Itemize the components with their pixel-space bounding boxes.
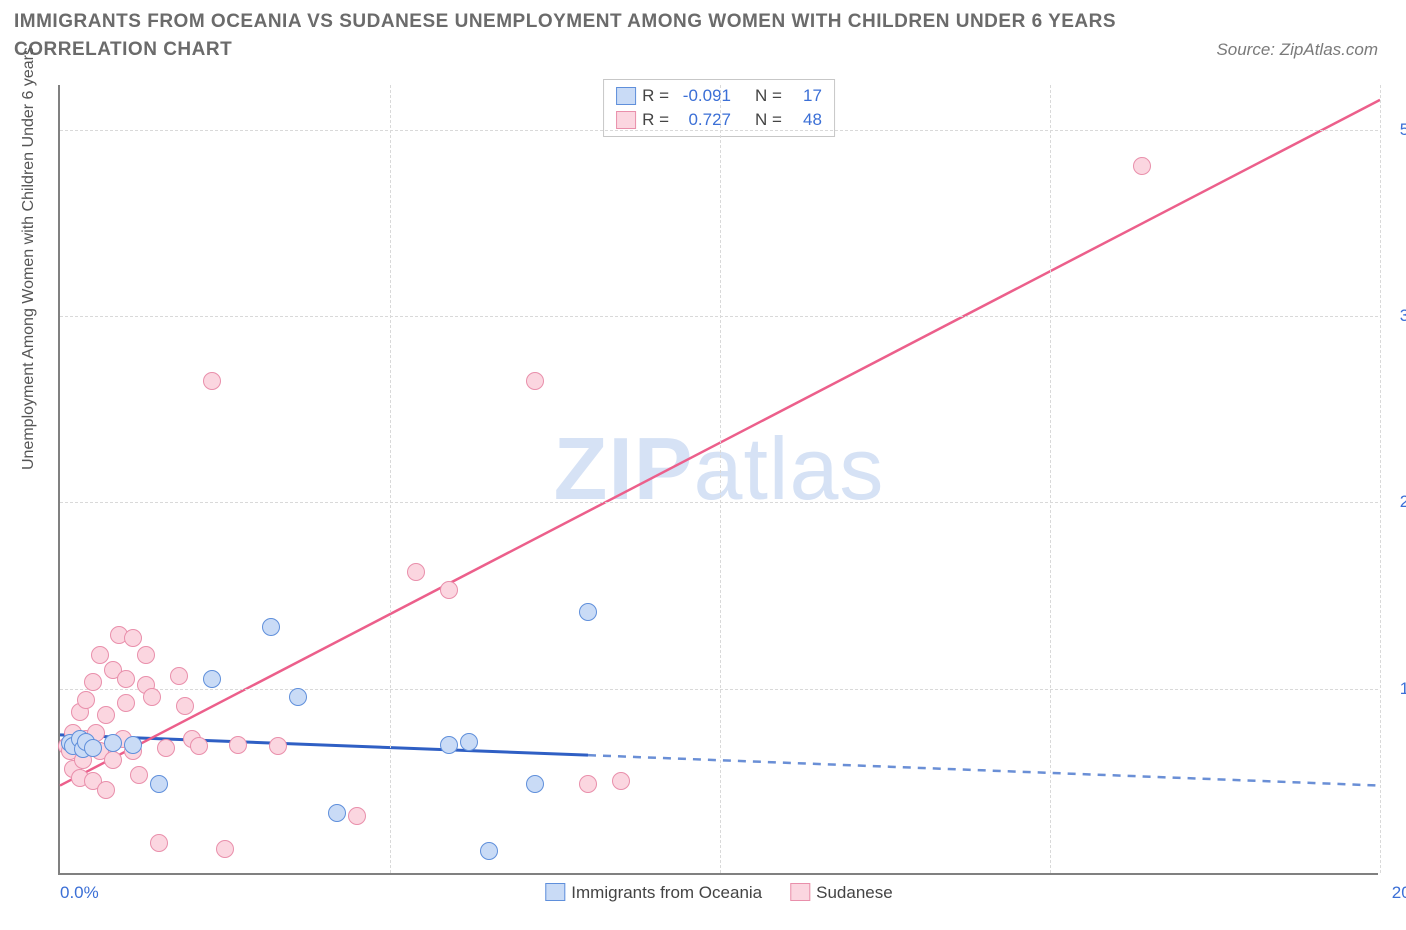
legend-row-oceania: R = -0.091 N = 17 [616,84,822,108]
series-label: Immigrants from Oceania [571,883,762,902]
data-point-oceania [262,618,280,636]
y-axis-tick: 50.0% [1388,120,1406,140]
legend-n-value: 48 [788,110,822,130]
legend-r-label: R = [642,110,669,130]
data-point-oceania [526,775,544,793]
legend-swatch [616,111,636,129]
data-point-sudanese [104,751,122,769]
gridline-vertical [1050,85,1051,873]
gridline-vertical [390,85,391,873]
gridline-vertical [720,85,721,873]
data-point-sudanese [97,706,115,724]
gridline-vertical [1380,85,1381,873]
gridline-horizontal [60,502,1378,503]
y-axis-label: Unemployment Among Women with Children U… [20,47,38,470]
data-point-sudanese [150,834,168,852]
data-point-oceania [289,688,307,706]
legend-n-label: N = [755,110,782,130]
series-label: Sudanese [816,883,893,902]
data-point-sudanese [117,670,135,688]
data-point-sudanese [170,667,188,685]
data-point-sudanese [176,697,194,715]
data-point-sudanese [77,691,95,709]
source-attribution: Source: ZipAtlas.com [1216,40,1378,60]
data-point-sudanese [137,646,155,664]
data-point-sudanese [91,646,109,664]
data-point-sudanese [130,766,148,784]
data-point-sudanese [143,688,161,706]
data-point-sudanese [84,673,102,691]
data-point-sudanese [612,772,630,790]
watermark: ZIPatlas [554,418,885,520]
data-point-sudanese [269,737,287,755]
chart-title: IMMIGRANTS FROM OCEANIA VS SUDANESE UNEM… [14,8,1134,63]
legend-n-label: N = [755,86,782,106]
data-point-sudanese [348,807,366,825]
data-point-sudanese [117,694,135,712]
legend-swatch [616,87,636,105]
data-point-sudanese [97,781,115,799]
data-point-oceania [124,736,142,754]
bottom-legend-item-sudanese: Sudanese [790,883,893,903]
legend-r-label: R = [642,86,669,106]
x-axis-tick-min: 0.0% [60,883,99,903]
data-point-sudanese [229,736,247,754]
data-point-oceania [480,842,498,860]
gridline-horizontal [60,316,1378,317]
data-point-sudanese [216,840,234,858]
plot-area: ZIPatlas R =-0.091N =17R =0.727N =48 Imm… [58,85,1378,875]
y-axis-tick: 25.0% [1388,492,1406,512]
trend-lines-layer [60,85,1378,873]
x-axis-tick-max: 20.0% [1384,883,1406,903]
legend-r-value: 0.727 [675,110,731,130]
data-point-oceania [104,734,122,752]
legend-swatch [545,883,565,901]
legend-r-value: -0.091 [675,86,731,106]
data-point-sudanese [157,739,175,757]
data-point-sudanese [407,563,425,581]
bottom-legend: Immigrants from Oceania Sudanese [545,883,892,903]
legend-n-value: 17 [788,86,822,106]
data-point-oceania [579,603,597,621]
data-point-oceania [440,736,458,754]
legend-swatch [790,883,810,901]
bottom-legend-item-oceania: Immigrants from Oceania [545,883,762,903]
data-point-oceania [328,804,346,822]
chart-container: IMMIGRANTS FROM OCEANIA VS SUDANESE UNEM… [0,0,1406,930]
gridline-horizontal [60,689,1378,690]
legend-box: R = -0.091 N = 17 R = 0.727 N = 48 [603,79,835,137]
data-point-sudanese [124,629,142,647]
trend-line [588,755,1380,785]
data-point-oceania [84,739,102,757]
y-axis-tick: 12.5% [1388,679,1406,699]
data-point-sudanese [440,581,458,599]
y-axis-tick: 37.5% [1388,306,1406,326]
data-point-oceania [150,775,168,793]
data-point-sudanese [190,737,208,755]
data-point-oceania [460,733,478,751]
data-point-sudanese [203,372,221,390]
data-point-oceania [203,670,221,688]
data-point-sudanese [1133,157,1151,175]
data-point-sudanese [526,372,544,390]
gridline-horizontal [60,130,1378,131]
data-point-sudanese [579,775,597,793]
legend-row-sudanese: R = 0.727 N = 48 [616,108,822,132]
